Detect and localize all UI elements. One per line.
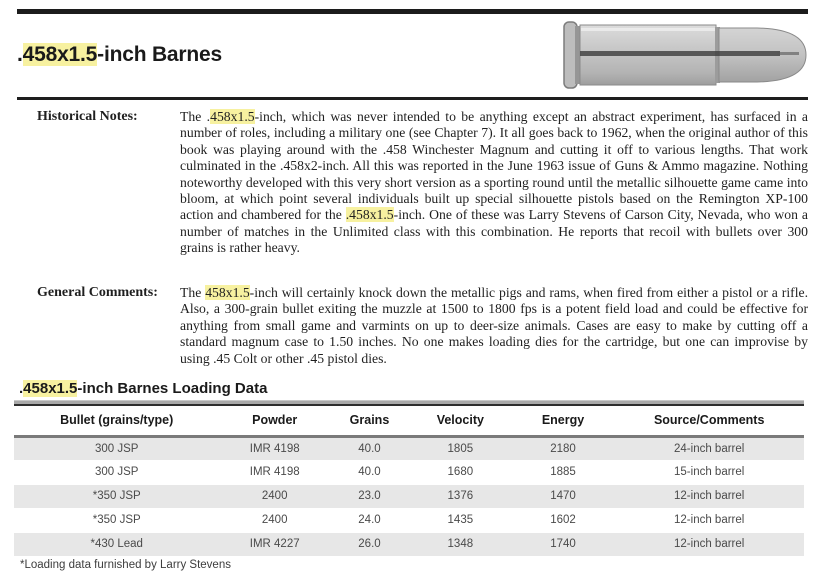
cell-powder: 2400 (219, 508, 330, 532)
highlighted-term: 458x1.5 (210, 109, 255, 124)
table-row: 300 JSP IMR 4198 40.0 1805 2180 24-inch … (14, 435, 804, 461)
cell-bullet: *430 Lead (14, 531, 220, 557)
cell-energy: 2180 (511, 435, 615, 461)
cell-grains: 40.0 (329, 435, 409, 461)
cell-velocity: 1348 (408, 531, 512, 557)
general-comments-text: The 458x1.5-inch will certainly knock do… (180, 285, 808, 367)
shadow-line (580, 51, 780, 56)
table-footnote: *Loading data furnished by Larry Stevens (20, 559, 231, 571)
highlighted-term: 458x1.5 (22, 43, 98, 66)
cell-powder: IMR 4198 (219, 460, 330, 484)
general-comments-section: General Comments: The 458x1.5-inch will … (17, 285, 808, 367)
cell-velocity: 1435 (408, 508, 512, 532)
text-segment: -inch will certainly knock down the meta… (180, 285, 808, 366)
top-rule (17, 9, 808, 14)
cell-energy: 1885 (511, 460, 615, 484)
column-header-powder: Powder (219, 406, 330, 438)
cell-bullet: 300 JSP (14, 460, 220, 484)
cell-velocity: 1680 (408, 460, 512, 484)
highlighted-term: 458x1.5 (23, 380, 78, 397)
cell-source: 15-inch barrel (614, 460, 804, 484)
table-row: 300 JSP IMR 4198 40.0 1680 1885 15-inch … (14, 460, 804, 484)
cell-bullet: 300 JSP (14, 435, 220, 461)
cartridge-photo (561, 16, 809, 95)
loading-data-title: .458x1.5-inch Barnes Loading Data (19, 380, 267, 397)
text-segment: -inch. One of these was Larry Stevens of… (180, 207, 808, 256)
shadow-line-tip (777, 52, 799, 55)
column-header-grains: Grains (329, 406, 409, 438)
cell-powder: 2400 (219, 483, 330, 509)
cartridge-illustration (563, 21, 807, 89)
text-segment: -inch Barnes Loading Data (77, 380, 268, 397)
page-title: .458x1.5-inch Barnes (17, 43, 222, 67)
cell-grains: 24.0 (329, 508, 409, 532)
section-divider-rule (17, 97, 808, 100)
text-segment: . (19, 380, 24, 397)
general-comments-label: General Comments: (37, 285, 158, 300)
table-header-row: Bullet (grains/type) Powder Grains Veloc… (14, 406, 804, 438)
cell-grains: 40.0 (329, 460, 409, 484)
table-row: *350 JSP 2400 23.0 1376 1470 12-inch bar… (14, 483, 804, 509)
historical-notes-text: The .458x1.5-inch, which was never inten… (180, 109, 808, 257)
loading-data-table: Bullet (grains/type) Powder Grains Veloc… (14, 406, 804, 557)
table-row: *430 Lead IMR 4227 26.0 1348 1740 12-inc… (14, 531, 804, 557)
cell-energy: 1740 (511, 531, 615, 557)
cell-energy: 1470 (511, 483, 615, 509)
text-segment: . (17, 43, 23, 66)
text-segment: The (180, 285, 206, 300)
text-segment: -inch Barnes (97, 43, 222, 66)
column-header-velocity: Velocity (408, 406, 512, 438)
cell-bullet: *350 JSP (14, 508, 220, 532)
column-header-bullet: Bullet (grains/type) (14, 406, 220, 438)
highlighted-term: 458x1.5 (205, 285, 250, 300)
historical-notes-section: Historical Notes: The .458x1.5-inch, whi… (17, 109, 808, 257)
text-segment: The . (180, 109, 211, 124)
column-header-source: Source/Comments (614, 406, 804, 438)
table-top-border (14, 400, 804, 406)
cell-grains: 23.0 (329, 483, 409, 509)
highlighted-term: .458x1.5 (345, 207, 394, 223)
cell-powder: IMR 4227 (219, 531, 330, 557)
loading-data-table-wrap: Bullet (grains/type) Powder Grains Veloc… (14, 400, 804, 557)
historical-notes-label: Historical Notes: (37, 109, 138, 124)
cell-source: 12-inch barrel (614, 508, 804, 532)
text-segment: -inch, which was never intended to be an… (180, 109, 809, 223)
cell-velocity: 1805 (408, 435, 512, 461)
cell-powder: IMR 4198 (219, 435, 330, 461)
cell-source: 12-inch barrel (614, 483, 804, 509)
cell-grains: 26.0 (329, 531, 409, 557)
column-header-energy: Energy (511, 406, 615, 438)
cell-velocity: 1376 (408, 483, 512, 509)
cell-source: 12-inch barrel (614, 531, 804, 557)
table-row: *350 JSP 2400 24.0 1435 1602 12-inch bar… (14, 508, 804, 532)
case-highlight (581, 28, 715, 31)
rim-groove (575, 26, 581, 84)
cell-bullet: *350 JSP (14, 483, 220, 509)
cell-source: 24-inch barrel (614, 435, 804, 461)
cell-energy: 1602 (511, 508, 615, 532)
